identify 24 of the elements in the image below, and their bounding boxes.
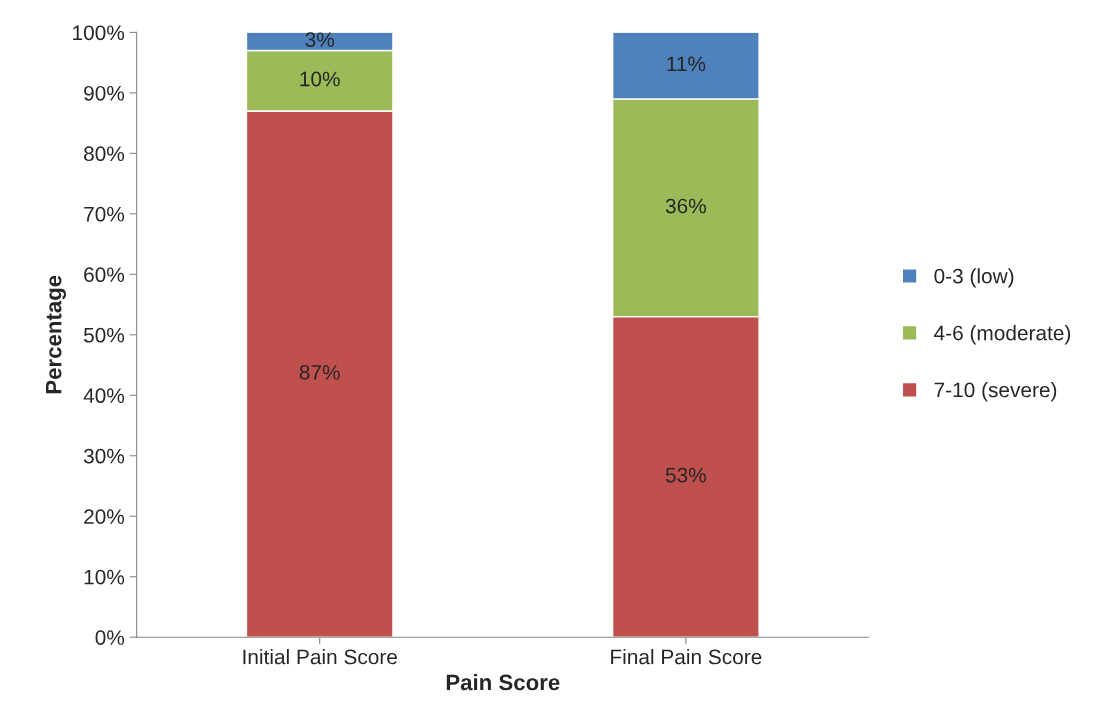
y-tick-label: 80% [84,146,125,162]
y-tick-label: 70% [84,206,125,222]
y-tick-label: 90% [84,85,125,101]
y-tick-label: 10% [84,569,125,585]
x-tick-label: Initial Pain Score [243,649,397,665]
data-label: 10% [300,71,340,87]
x-axis-title: Pain Score [446,673,560,691]
y-tick-label: 100% [73,25,125,41]
legend-label: 4-6 (moderate) [934,325,1071,345]
y-tick-label: 40% [83,388,125,404]
data-label: 3% [305,32,335,48]
legend-label: 0-3 (low) [934,268,1014,288]
x-tick-label: Final Pain Score [611,649,762,665]
y-tick-label: 0% [95,630,125,645]
y-tick-label: 30% [83,448,125,464]
data-label: 87% [299,364,340,380]
data-label: 36% [665,198,706,214]
y-axis-title: Percentage [45,275,66,394]
data-label: 53% [665,467,706,483]
y-tick-label: 50% [83,327,125,343]
data-label: 11% [667,56,706,72]
y-tick-label: 60% [84,267,125,283]
y-tick-label: 20% [84,509,125,524]
legend-label: 7-10 (severe) [934,382,1057,402]
